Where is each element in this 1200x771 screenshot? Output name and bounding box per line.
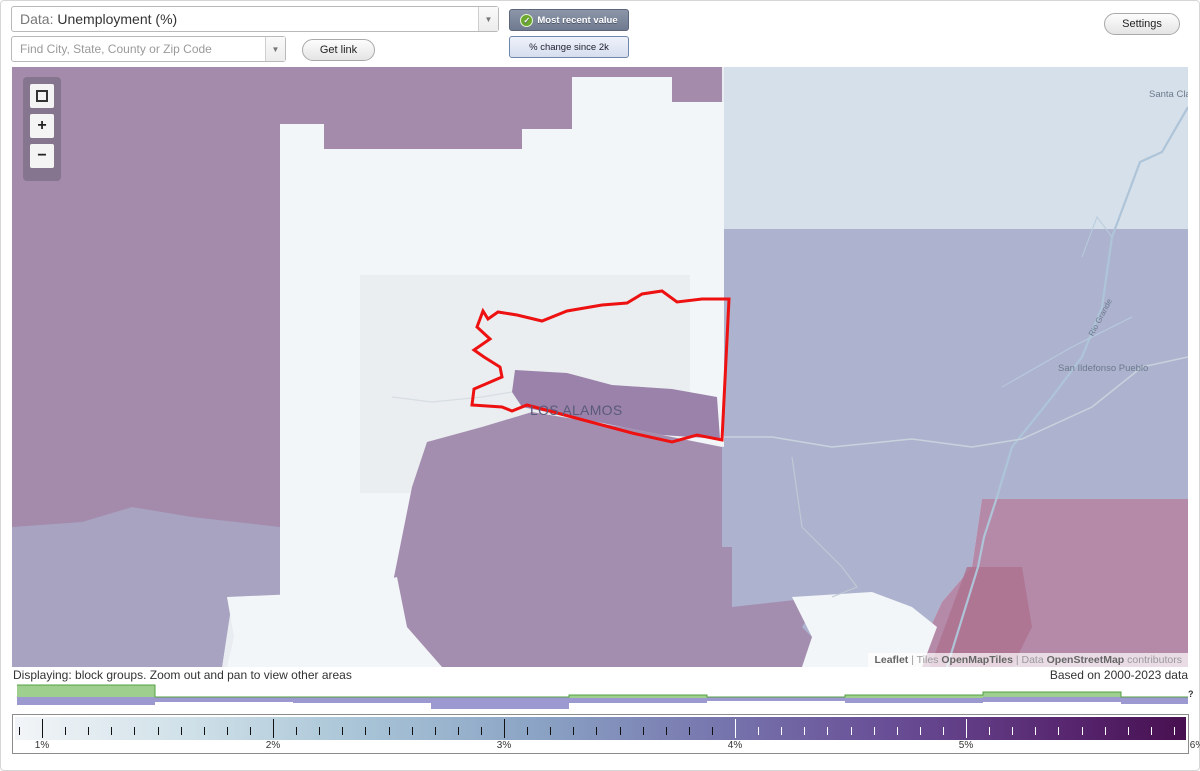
checkmark-icon: ✓ — [520, 13, 534, 27]
map-attribution: Leaflet | Tiles OpenMapTiles | Data Open… — [868, 653, 1188, 667]
legend-minor-tick — [850, 727, 852, 735]
legend-minor-tick — [480, 727, 482, 735]
legend-minor-tick — [342, 727, 344, 735]
chevron-down-icon[interactable]: ▼ — [265, 37, 285, 61]
zoom-control: + − — [23, 77, 61, 181]
legend-minor-tick — [827, 727, 829, 735]
legend-minor-tick — [804, 727, 806, 735]
legend-major-tick — [273, 719, 274, 738]
displaying-info: Displaying: block groups. Zoom out and p… — [13, 668, 352, 682]
distribution-histogram — [17, 684, 1188, 709]
openstreetmap-link[interactable]: OpenStreetMap — [1046, 654, 1125, 666]
legend-tick-label: 3% — [496, 740, 512, 751]
legend-minor-tick — [319, 727, 321, 735]
attribution-sep-1: | Tiles — [908, 654, 942, 666]
legend-minor-tick — [1104, 727, 1106, 735]
legend-minor-tick — [19, 727, 20, 735]
legend-minor-tick — [457, 727, 459, 735]
legend-tick-label: 5% — [958, 740, 974, 751]
legend-major-tick — [966, 719, 967, 738]
fullscreen-icon — [36, 90, 48, 102]
legend-minor-tick — [1081, 727, 1083, 735]
percent-change-toggle[interactable]: % change since 2k — [509, 36, 629, 58]
search-input[interactable] — [12, 41, 265, 57]
legend-minor-tick — [180, 727, 182, 735]
legend-minor-tick — [896, 727, 898, 735]
legend-tick-label: 2% — [265, 740, 281, 751]
legend-minor-tick — [226, 727, 228, 735]
data-select[interactable]: Data: Unemployment (%) ▼ — [11, 6, 499, 32]
legend-minor-tick — [665, 727, 667, 735]
search-box[interactable]: ▼ — [11, 36, 286, 62]
attribution-contrib: contributors — [1124, 654, 1182, 666]
legend-minor-tick — [596, 727, 598, 735]
chevron-down-icon[interactable]: ▼ — [478, 7, 498, 31]
data-range-info: Based on 2000-2023 data — [1049, 668, 1188, 682]
legend-minor-tick — [1127, 727, 1129, 735]
legend-minor-tick — [134, 727, 136, 735]
settings-button[interactable]: Settings — [1104, 13, 1180, 35]
map[interactable]: + − LOS ALAMOS Santa Cla San Ildefonso P… — [12, 67, 1188, 667]
map-canvas — [12, 67, 1188, 667]
legend-minor-tick — [1058, 727, 1060, 735]
legend-major-tick — [735, 719, 736, 738]
legend-minor-tick — [1035, 727, 1037, 735]
los-alamos-boundary — [470, 289, 731, 444]
leaflet-link[interactable]: Leaflet — [874, 654, 909, 666]
legend-minor-tick — [711, 727, 713, 735]
legend-minor-tick — [1173, 727, 1175, 735]
legend-minor-tick — [781, 727, 783, 735]
distribution-help-marker[interactable]: ? — [1188, 689, 1194, 699]
most-recent-value-toggle[interactable]: ✓ Most recent value — [509, 9, 629, 31]
legend-gradient — [15, 717, 1186, 740]
legend-tick-label: 4% — [727, 740, 743, 751]
legend-minor-tick — [642, 727, 644, 735]
legend-minor-tick — [873, 727, 875, 735]
zoom-in-button[interactable]: + — [30, 114, 54, 138]
legend-minor-tick — [1012, 727, 1014, 735]
legend-minor-tick — [1150, 727, 1152, 735]
legend-minor-tick — [111, 727, 113, 735]
legend-minor-tick — [758, 727, 760, 735]
legend-minor-tick — [365, 727, 367, 735]
legend-major-tick — [504, 719, 505, 738]
legend-minor-tick — [619, 727, 621, 735]
openmaptiles-link[interactable]: OpenMapTiles — [941, 654, 1013, 666]
zoom-out-button[interactable]: − — [30, 144, 54, 168]
legend-minor-tick — [296, 727, 298, 735]
attribution-sep-2: | Data — [1012, 654, 1047, 666]
legend-minor-tick — [249, 727, 251, 735]
legend-minor-tick — [388, 727, 390, 735]
legend-minor-tick — [527, 727, 529, 735]
data-select-value: Unemployment (%) — [57, 11, 178, 27]
most-recent-value-label: Most recent value — [537, 14, 618, 26]
legend-minor-tick — [989, 727, 991, 735]
legend-tick-label: 1% — [34, 740, 50, 751]
legend-minor-tick — [157, 727, 159, 735]
legend-minor-tick — [919, 727, 921, 735]
legend-minor-tick — [688, 727, 690, 735]
get-link-button[interactable]: Get link — [302, 39, 375, 61]
data-select-text: Data: Unemployment (%) — [20, 11, 178, 27]
map-label-santa-clara: Santa Cla — [1149, 89, 1188, 100]
legend-minor-tick — [88, 727, 90, 735]
legend-minor-tick — [942, 727, 944, 735]
place-label: LOS ALAMOS — [530, 402, 623, 418]
legend-minor-tick — [203, 727, 205, 735]
legend-tick-label: 6% — [1189, 740, 1200, 751]
legend-major-tick — [42, 719, 43, 738]
color-legend: 1% 2% 3% 4% 5% 6% — [12, 714, 1200, 754]
legend-minor-tick — [550, 727, 552, 735]
legend-minor-tick — [65, 727, 67, 735]
map-label-san-ildefonso: San Ildefonso Pueblo — [1058, 363, 1149, 374]
legend-minor-tick — [434, 727, 436, 735]
percent-change-label: % change since 2k — [529, 41, 609, 53]
fullscreen-button[interactable] — [30, 84, 54, 108]
legend-major-tick — [1197, 719, 1198, 738]
legend-minor-tick — [573, 727, 575, 735]
legend-minor-tick — [411, 727, 413, 735]
